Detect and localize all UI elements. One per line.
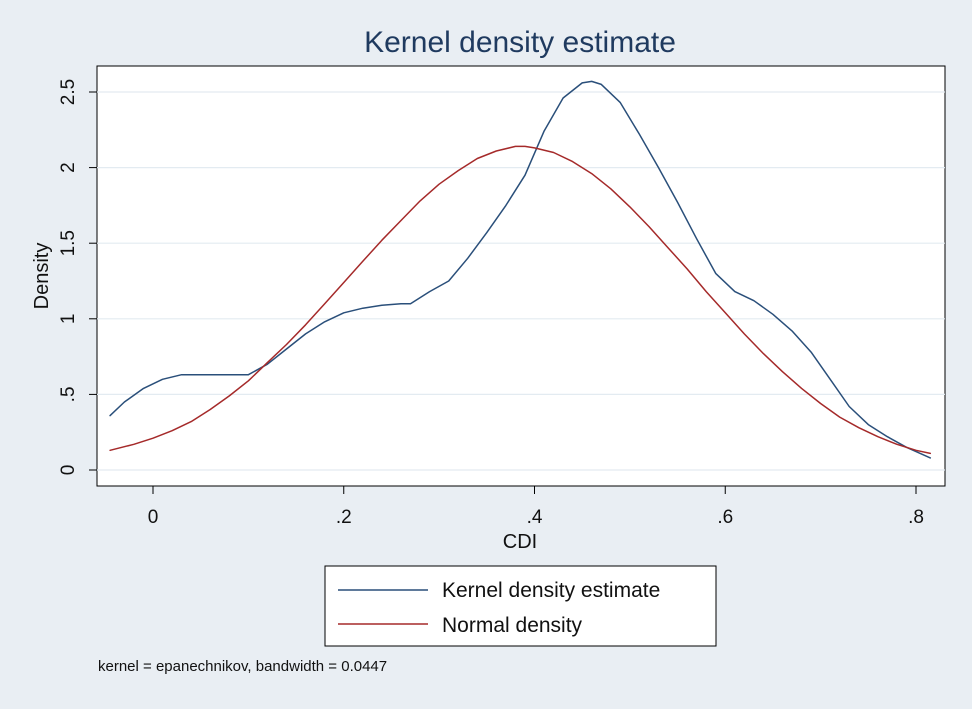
x-tick-label: .2 bbox=[336, 507, 352, 528]
y-tick-label: 2.5 bbox=[58, 79, 79, 105]
kernel-density-line bbox=[109, 80, 932, 459]
x-axis: 0 .2 .4 .6 .8 bbox=[148, 486, 924, 528]
y-tick-label: 2 bbox=[58, 162, 79, 173]
y-axis: 0 .5 1 1.5 2 2.5 bbox=[58, 79, 97, 476]
y-axis-label: Density bbox=[31, 243, 53, 310]
legend-box bbox=[324, 565, 717, 647]
x-tick-label: .4 bbox=[527, 507, 543, 528]
y-tick-label: 1 bbox=[58, 314, 79, 325]
y-tick-label: 1.5 bbox=[58, 230, 79, 256]
x-tick-label: .8 bbox=[908, 507, 924, 528]
plot-area bbox=[96, 65, 946, 487]
x-tick-label: .6 bbox=[717, 507, 733, 528]
x-axis-label: CDI bbox=[503, 531, 537, 553]
y-tick-label: .5 bbox=[58, 386, 79, 402]
y-tick-label: 0 bbox=[58, 465, 79, 476]
legend-label-normal: Normal density bbox=[442, 614, 583, 637]
series-lines bbox=[109, 80, 932, 459]
chart-title: Kernel density estimate bbox=[364, 26, 676, 59]
bandwidth-note: kernel = epanechnikov, bandwidth = 0.044… bbox=[98, 658, 387, 675]
gridlines bbox=[97, 91, 945, 471]
x-tick-label: 0 bbox=[148, 507, 159, 528]
legend-label-kernel: Kernel density estimate bbox=[442, 579, 660, 602]
legend: Kernel density estimate Normal density bbox=[324, 565, 717, 647]
normal-density-line bbox=[109, 145, 932, 455]
